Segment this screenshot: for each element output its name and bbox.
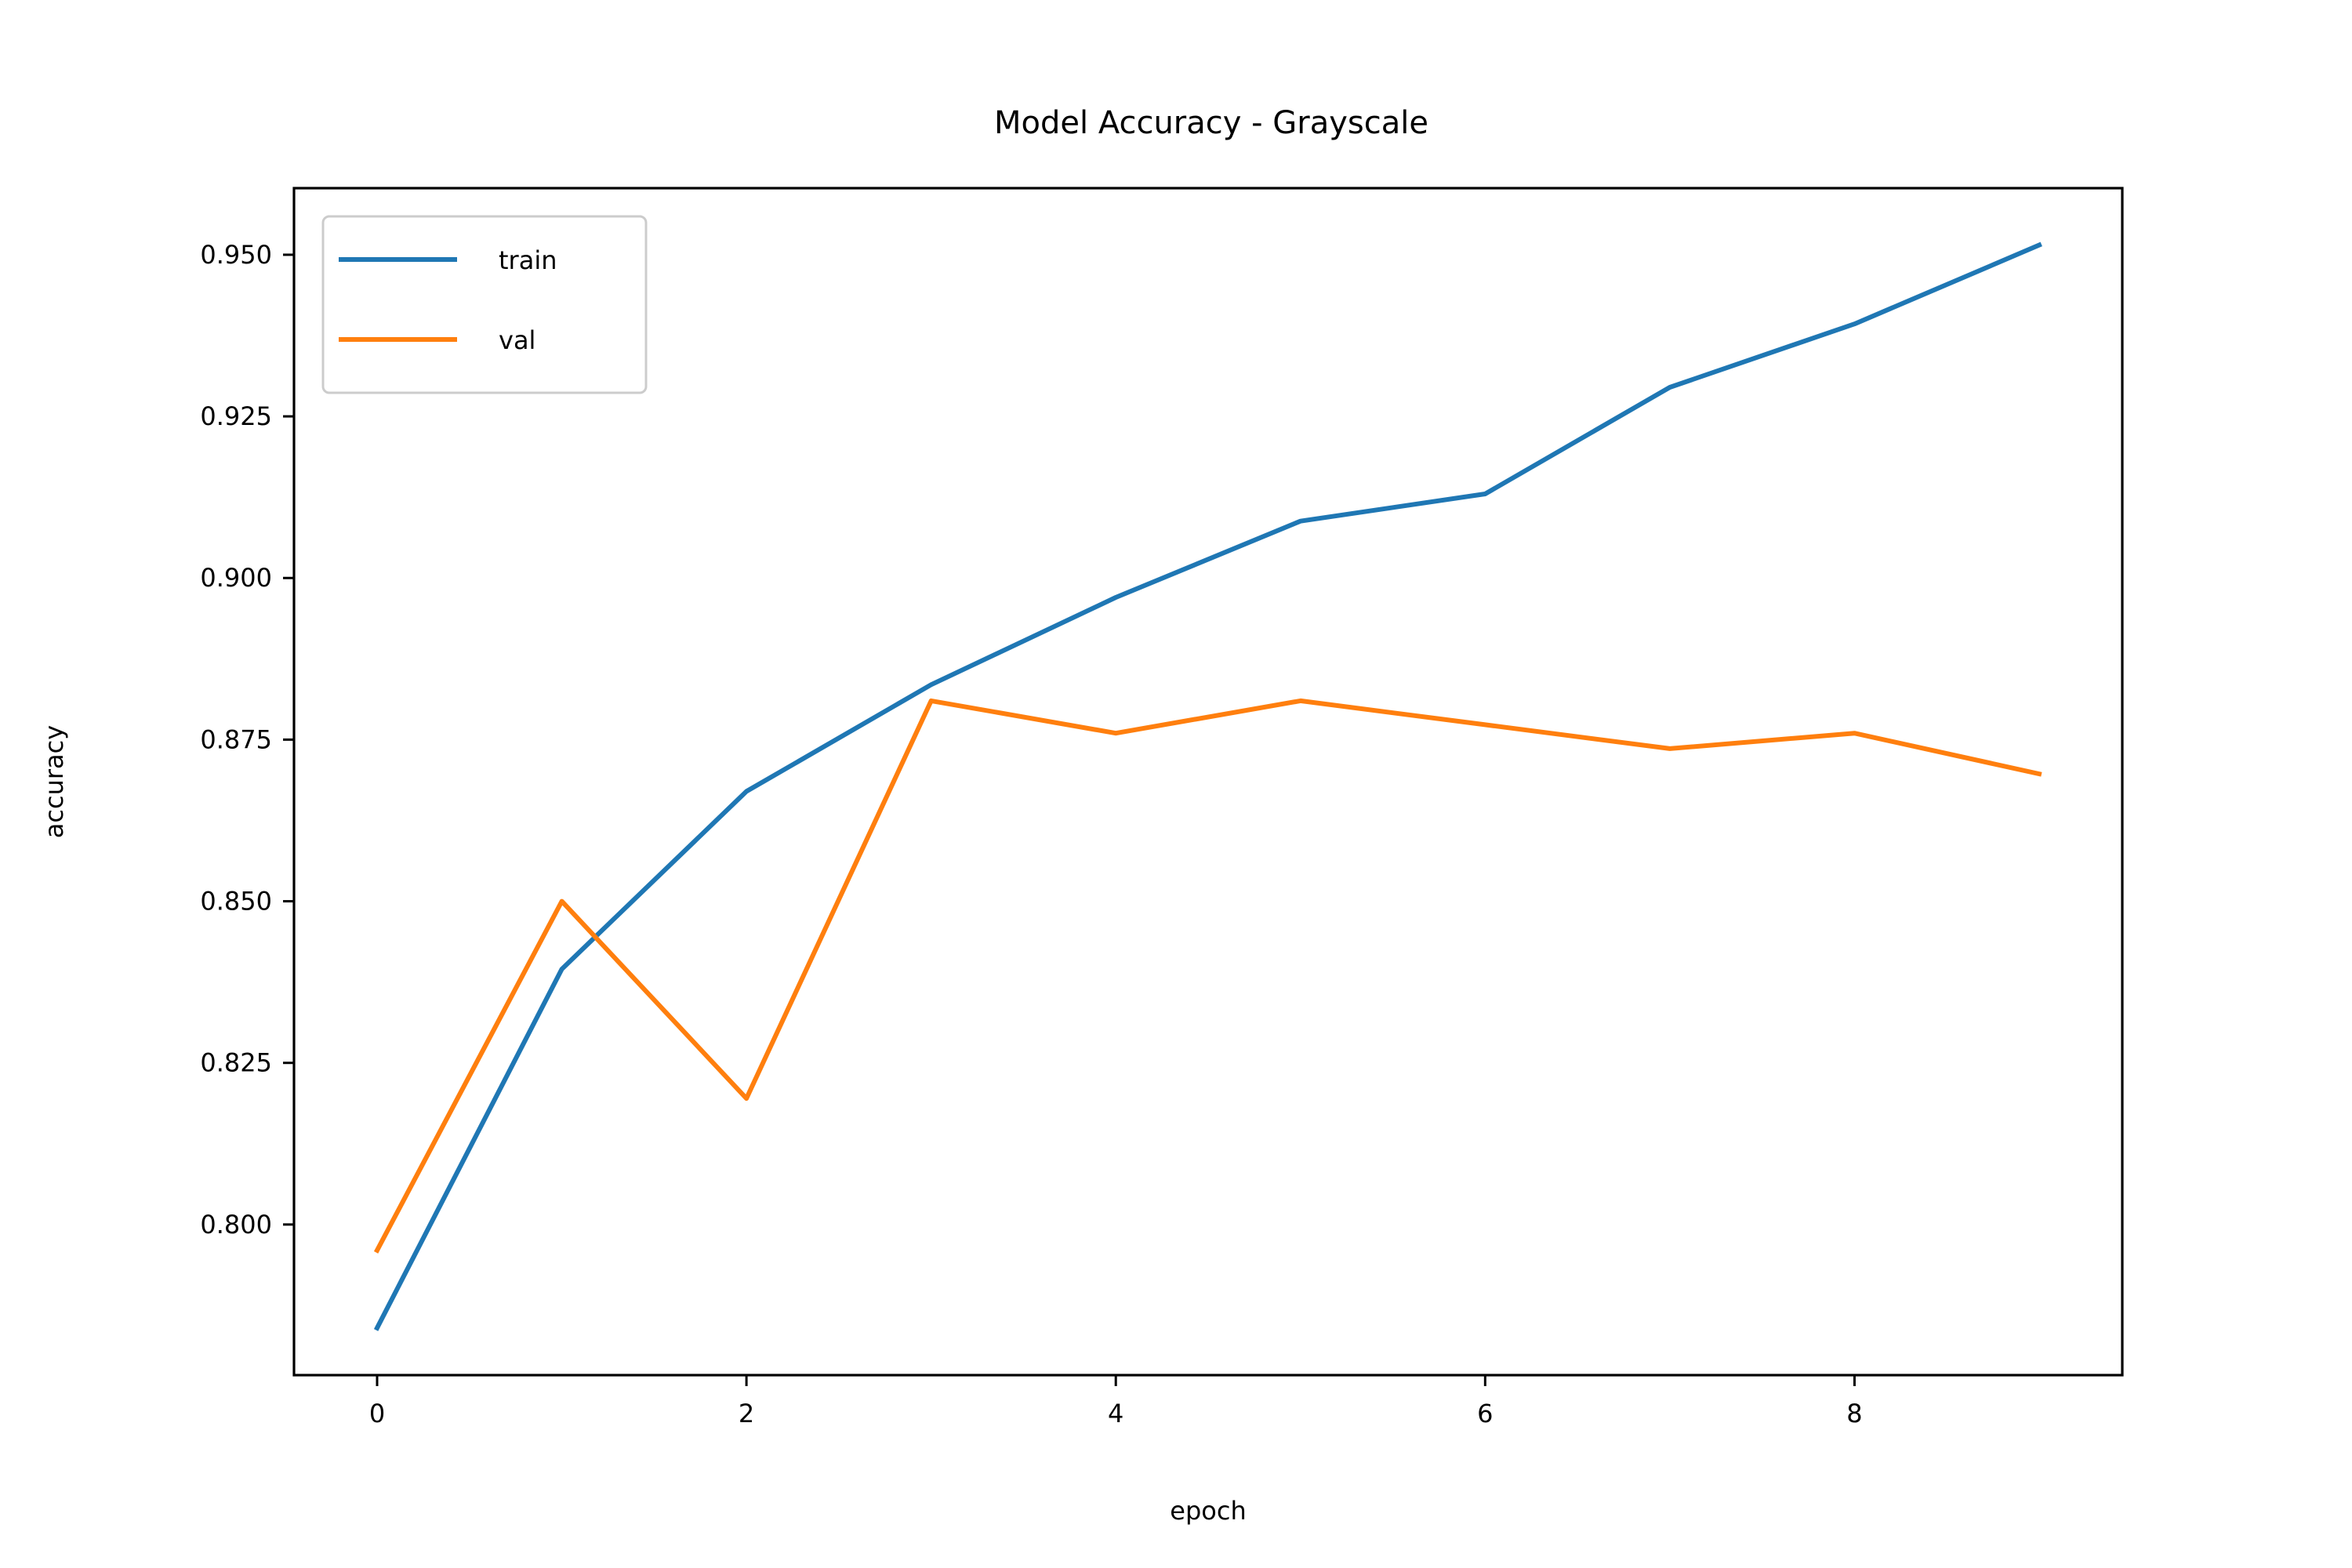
series-lines	[373, 241, 2042, 1331]
series-line-train	[373, 241, 2042, 1331]
legend-label-val: val	[499, 325, 535, 355]
y-tick-label: 0.875	[200, 724, 272, 754]
legend: train val	[321, 215, 648, 394]
plot-area	[292, 187, 2124, 1377]
y-axis: 0.800 0.825 0.850 0.875 0.900 0.925 0.950	[200, 240, 294, 1240]
y-tick-label: 0.825	[200, 1048, 272, 1078]
legend-box	[321, 215, 648, 394]
legend-label-train: train	[499, 245, 557, 275]
chart-title: Model Accuracy - Grayscale	[994, 105, 1428, 141]
x-axis-label: epoch	[1170, 1496, 1246, 1526]
x-tick-label: 8	[1846, 1399, 1862, 1428]
plot-frame	[292, 187, 2124, 1377]
y-tick-label: 0.950	[200, 240, 272, 270]
x-axis: 0 2 4 6 8	[369, 1375, 1863, 1428]
x-tick-label: 6	[1477, 1399, 1493, 1428]
y-tick-label: 0.925	[200, 401, 272, 431]
y-tick-label: 0.850	[200, 887, 272, 916]
y-axis-label: accuracy	[39, 725, 69, 838]
y-tick-label: 0.800	[200, 1210, 272, 1240]
series-line-val	[373, 698, 2042, 1254]
y-tick-label: 0.900	[200, 563, 272, 593]
x-tick-label: 0	[369, 1399, 385, 1428]
x-tick-label: 4	[1108, 1399, 1123, 1428]
x-tick-label: 2	[739, 1399, 754, 1428]
